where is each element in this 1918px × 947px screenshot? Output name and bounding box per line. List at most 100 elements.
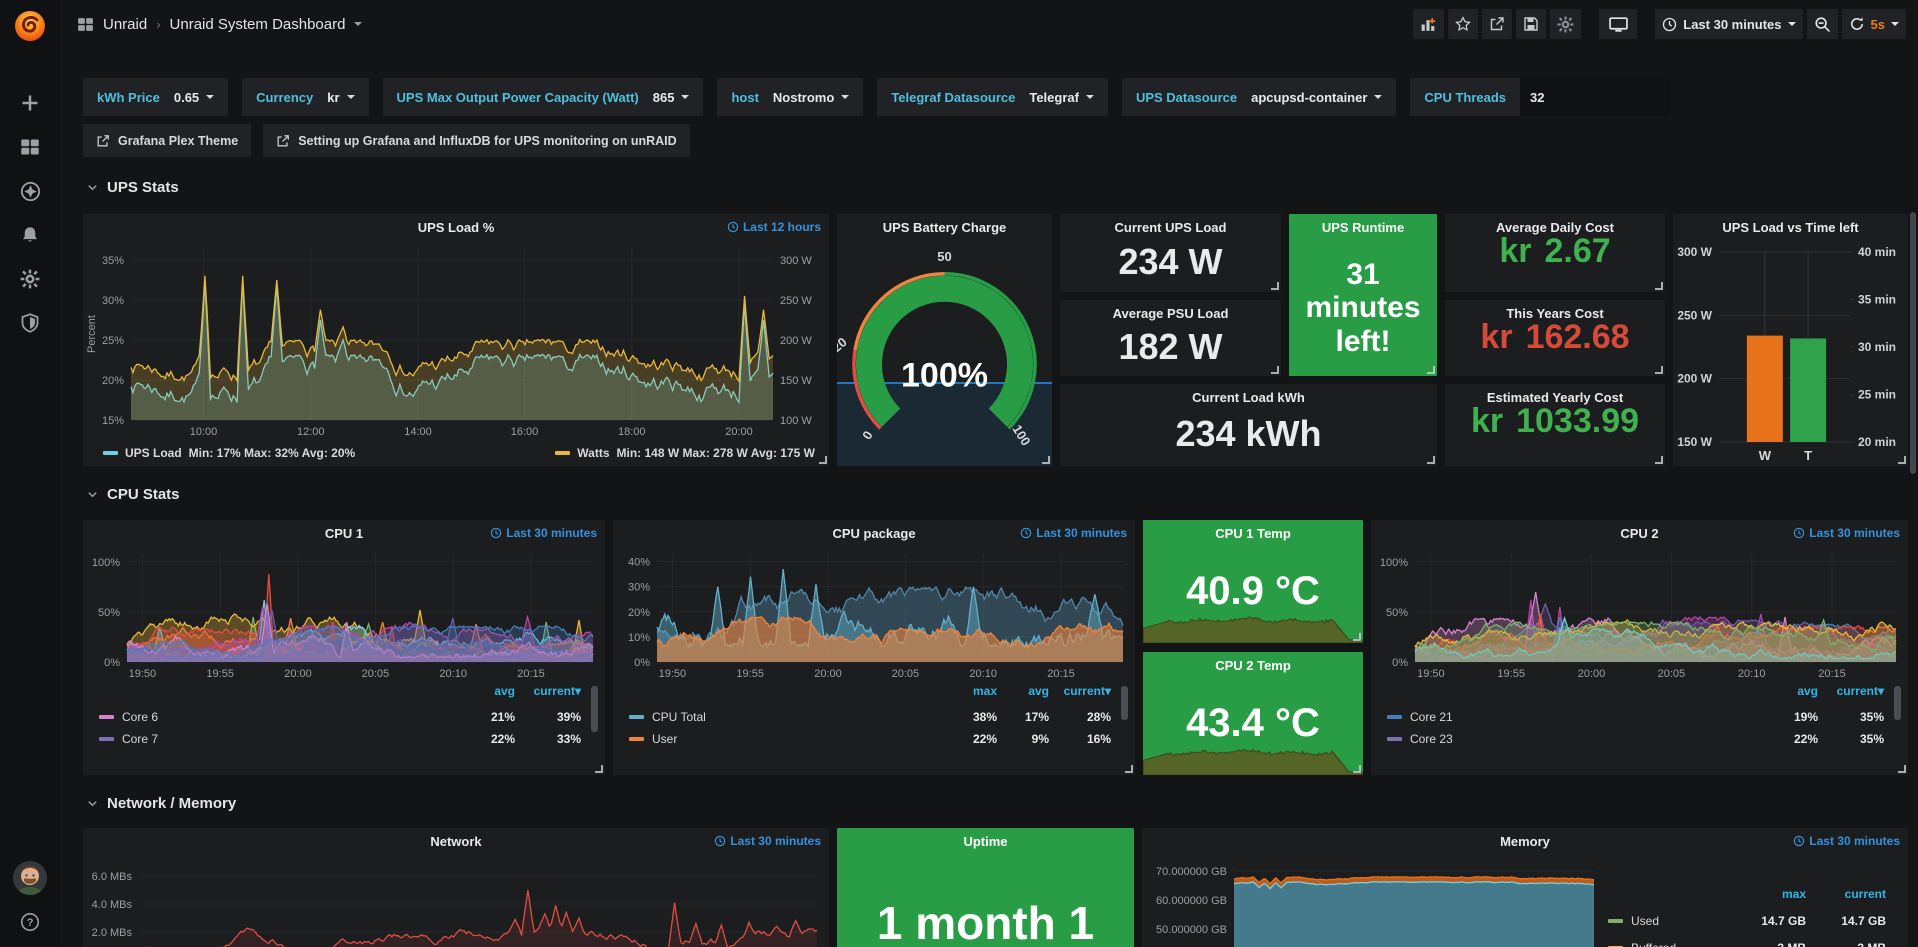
stat-value: 31 minutes left!	[1305, 257, 1421, 358]
legend-series-buffered[interactable]: Buffered	[1608, 934, 1734, 947]
legend-series-core6[interactable]: Core 6	[99, 706, 457, 728]
section-ups-stats[interactable]: UPS Stats	[87, 173, 1918, 201]
svg-text:19:55: 19:55	[1497, 668, 1525, 680]
breadcrumb-section[interactable]: Unraid	[103, 15, 148, 33]
svg-text:20:10: 20:10	[1738, 668, 1766, 680]
section-network-memory[interactable]: Network / Memory	[87, 789, 1918, 817]
star-button[interactable]	[1448, 9, 1479, 39]
svg-text:60.000000 GB: 60.000000 GB	[1156, 895, 1227, 907]
save-button[interactable]	[1516, 9, 1547, 39]
ups-stat-grid: Current UPS Load 234 W UPS Runtime 31 mi…	[1060, 214, 1665, 466]
external-link-icon-label: Setting up Grafana and InfluxDB for UPS …	[298, 133, 677, 148]
legend-scrollbar[interactable]	[591, 686, 598, 732]
variable-ups-datasource[interactable]: UPS Datasource apcupsd-container	[1121, 78, 1397, 116]
link-grafana-plex-theme[interactable]: Grafana Plex Theme	[83, 124, 252, 157]
load-vs-time-chart[interactable]: 300 W 250 W 200 W 150 W 40 min 35 min 30 min 25…	[1673, 240, 1908, 466]
svg-text:0%: 0%	[1392, 657, 1408, 669]
legend-item-ups-load[interactable]: UPS Load Min: 17% Max: 32% Avg: 20%	[103, 446, 355, 460]
page-scrollbar[interactable]	[1908, 0, 1918, 947]
battery-gauge[interactable]: 0 20 50 100 100%	[837, 240, 1052, 466]
svg-text:30%: 30%	[628, 582, 650, 594]
alerting-bell-icon[interactable]	[19, 224, 41, 246]
ups-load-legend: UPS Load Min: 17% Max: 32% Avg: 20% Watt…	[83, 440, 829, 466]
panel-average-daily-cost: Average Daily Cost kr 2.67	[1445, 214, 1665, 292]
panel-title[interactable]: UPS Battery Charge	[882, 219, 1007, 235]
svg-text:20: 20	[837, 334, 850, 355]
panel-cpu1: CPU 1 Last 30 minutes 19:50 19:55 20:00 20:…	[83, 520, 605, 775]
svg-text:40%: 40%	[628, 557, 650, 569]
svg-text:20%: 20%	[628, 607, 650, 619]
ups-load-chart[interactable]: 10:00 12:00 14:00 16:00 18:00 20:00 15% 20% 25% 3…	[83, 240, 829, 440]
link-ups-monitoring-guide[interactable]: Setting up Grafana and InfluxDB for UPS …	[263, 124, 690, 157]
network-chart[interactable]: 2.0 MBs 4.0 MBs 6.0 MBs	[83, 854, 829, 947]
cpu-package-chart[interactable]: 19:50 19:55 20:00 20:05 20:10 20:15 0% 10% 20% 30…	[613, 546, 1135, 682]
variable-currency[interactable]: Currency kr	[242, 78, 369, 116]
time-range-picker[interactable]: Last 30 minutes	[1655, 9, 1803, 39]
svg-text:150 W: 150 W	[780, 375, 812, 387]
stat-value: kr 2.67	[1499, 232, 1611, 270]
scrollbar-thumb[interactable]	[1910, 212, 1916, 474]
server-admin-shield-icon[interactable]	[19, 312, 41, 334]
share-button[interactable]	[1482, 9, 1513, 39]
legend-series-user[interactable]: User	[629, 728, 939, 750]
svg-text:20:15: 20:15	[1047, 668, 1075, 680]
dashboard-links-row: Grafana Plex Theme Setting up Grafana an…	[83, 124, 1908, 157]
svg-text:35 min: 35 min	[1858, 293, 1896, 307]
svg-text:20:15: 20:15	[1818, 668, 1846, 680]
variable-kwh-price[interactable]: kWh Price 0.65	[83, 78, 229, 116]
panel-time-override: Last 30 minutes	[714, 834, 821, 848]
legend-series-core7[interactable]: Core 7	[99, 728, 457, 750]
chevron-down-icon[interactable]	[354, 22, 363, 26]
refresh-button[interactable]: 5s	[1841, 9, 1906, 39]
cpu2-legend: avg current▾ Core 21 19% 35% Core 23 22%…	[1371, 682, 1908, 775]
stat-value: 234 W	[1118, 241, 1223, 282]
svg-text:250 W: 250 W	[1677, 308, 1712, 322]
panel-cpu2-temp: CPU 2 Temp 43.4 °C	[1143, 652, 1363, 775]
cpu2-chart[interactable]: 19:50 19:55 20:00 20:05 20:10 20:15 0% 50% 100%	[1371, 546, 1908, 682]
template-variables-row: kWh Price 0.65 Currency kr UPS Max Outpu…	[83, 78, 1908, 116]
svg-text:19:50: 19:50	[129, 668, 157, 680]
svg-text:70.000000 GB: 70.000000 GB	[1156, 866, 1227, 878]
section-cpu-stats[interactable]: CPU Stats	[87, 480, 1918, 508]
variable-ups-max-output[interactable]: UPS Max Output Power Capacity (Watt) 865	[382, 78, 704, 116]
stat-value: 182 W	[1118, 326, 1223, 367]
cycle-view-monitor-icon[interactable]	[1599, 9, 1638, 39]
legend-scrollbar[interactable]	[1894, 686, 1901, 720]
explore-icon[interactable]	[19, 180, 41, 202]
legend-series-core23[interactable]: Core 23	[1387, 728, 1760, 750]
ups-stats-row: UPS Load % Last 12 hours 10:00 12:00 14:00…	[83, 214, 1908, 466]
svg-text:200 W: 200 W	[780, 335, 812, 347]
add-panel-button[interactable]	[1413, 9, 1445, 39]
cpu-threads-input[interactable]	[1520, 78, 1671, 116]
zoom-out-button[interactable]	[1806, 9, 1838, 39]
breadcrumb-dashboard-title[interactable]: Unraid System Dashboard	[169, 15, 346, 33]
panel-title[interactable]: UPS Load %	[417, 219, 495, 235]
svg-text:25%: 25%	[102, 335, 124, 347]
memory-chart[interactable]: 50.000000 GB 60.000000 GB 70.000000 GB	[1142, 854, 1608, 947]
dashboard-settings-gear-icon[interactable]	[1550, 9, 1582, 39]
svg-text:15%: 15%	[102, 415, 124, 427]
variable-host[interactable]: host Nostromo	[717, 78, 864, 116]
help-icon[interactable]: ?	[19, 911, 41, 933]
user-avatar[interactable]	[13, 861, 47, 895]
svg-text:20:10: 20:10	[969, 668, 997, 680]
cpu-stats-row: CPU 1 Last 30 minutes 19:50 19:55 20:00 20:…	[83, 520, 1908, 775]
refresh-interval-label[interactable]: 5s	[1870, 16, 1885, 32]
legend-scrollbar[interactable]	[1121, 686, 1128, 720]
legend-series-core21[interactable]: Core 21	[1387, 706, 1760, 728]
legend-item-watts[interactable]: Watts Min: 148 W Max: 278 W Avg: 175 W	[555, 446, 815, 460]
variable-telegraf-datasource[interactable]: Telegraf Datasource Telegraf	[877, 78, 1108, 116]
legend-series-cpu-total[interactable]: CPU Total	[629, 706, 939, 728]
panel-time-override: Last 12 hours	[727, 220, 821, 234]
panel-time-override: Last 30 minutes	[1020, 526, 1127, 540]
cpu1-chart[interactable]: 19:50 19:55 20:00 20:05 20:10 20:15 0% 50% 100%	[83, 546, 605, 682]
add-icon[interactable]	[19, 92, 41, 114]
svg-text:20 min: 20 min	[1858, 435, 1896, 449]
dashboard-grid-icon[interactable]	[76, 15, 94, 33]
configuration-gear-icon[interactable]	[19, 268, 41, 290]
legend-series-used[interactable]: Used	[1608, 907, 1734, 934]
grafana-logo[interactable]	[12, 8, 48, 44]
panel-uptime: Uptime 1 month 1	[837, 828, 1134, 947]
dashboards-icon[interactable]	[19, 136, 41, 158]
svg-text:20:00: 20:00	[1578, 668, 1606, 680]
